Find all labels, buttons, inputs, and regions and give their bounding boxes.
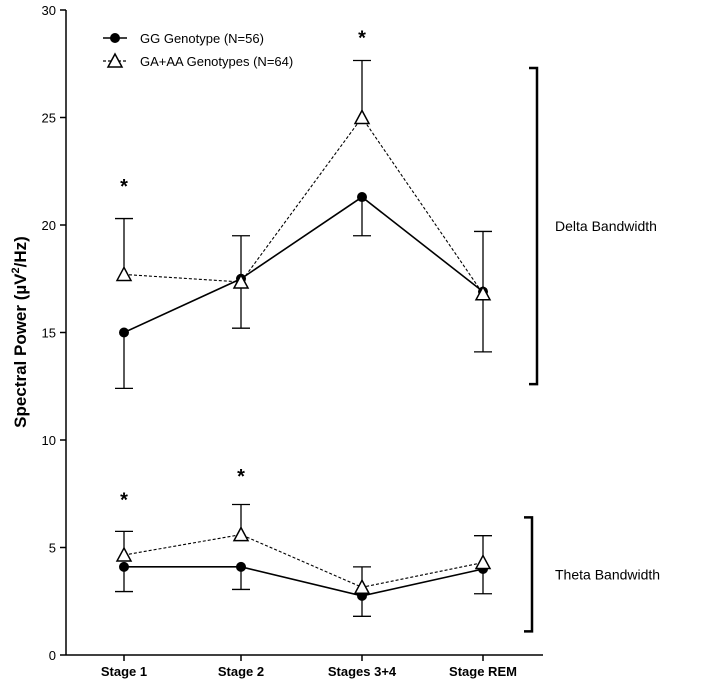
y-axis-label-suffix: /Hz) (11, 236, 30, 267)
series-gg (115, 192, 492, 617)
y-axis-label-sup: 2 (10, 267, 22, 273)
y-tick-label: 0 (49, 648, 56, 663)
y-axis-label: Spectral Power (µV2/Hz) (10, 236, 30, 428)
data-point (474, 285, 492, 301)
y-ticks: 0 5 10 15 20 25 30 (42, 3, 66, 663)
data-point (119, 327, 129, 338)
series-layer (115, 59, 492, 617)
y-axis-label-prefix: Spectral Power ( (11, 294, 30, 428)
bracket-label: Delta Bandwidth (555, 218, 657, 234)
x-ticks: Stage 1 Stage 2 Stages 3+4 Stage REM (101, 655, 517, 679)
series-group-theta (115, 503, 492, 595)
y-axis-label-unit: µV (11, 273, 30, 295)
bracket-line (524, 516, 534, 633)
legend-label-gg: GG Genotype (N=56) (140, 31, 264, 46)
data-point (236, 561, 246, 572)
significance-star: * (120, 176, 128, 198)
data-point (353, 108, 371, 125)
data-point (119, 561, 129, 572)
series-line (123, 534, 484, 588)
significance-star: * (120, 490, 128, 512)
y-tick-label: 20 (42, 218, 56, 233)
series-line (124, 566, 484, 597)
x-tick-label: Stage 2 (218, 664, 264, 679)
bandwidth-brackets: Delta Bandwidth Theta Bandwidth (524, 66, 660, 633)
legend: GG Genotype (N=56) GA+AA Genotypes (N=64… (103, 31, 293, 69)
bracket-label: Theta Bandwidth (555, 566, 660, 582)
data-point (115, 265, 133, 282)
series-group-delta (115, 59, 492, 301)
x-tick-label: Stages 3+4 (328, 664, 397, 679)
legend-item-ga-aa: GA+AA Genotypes (N=64) (103, 52, 293, 69)
significance-star: * (237, 466, 245, 488)
y-tick-label: 15 (42, 326, 56, 341)
data-point (115, 546, 133, 562)
x-tick-label: Stage REM (449, 664, 517, 679)
data-point (353, 578, 371, 595)
series-line (123, 196, 484, 334)
legend-item-gg: GG Genotype (N=56) (103, 31, 264, 46)
bracket-theta: Theta Bandwidth (524, 516, 660, 633)
y-tick-label: 30 (42, 3, 56, 18)
y-tick-label: 10 (42, 433, 56, 448)
series-ga-aa (115, 59, 492, 595)
legend-circle-marker (110, 33, 120, 43)
y-tick-label: 25 (42, 111, 56, 126)
data-point (474, 553, 492, 570)
data-point (232, 273, 250, 289)
y-tick-label: 5 (49, 541, 56, 556)
series-group-delta (115, 192, 492, 390)
x-tick-label: Stage 1 (101, 664, 147, 679)
legend-triangle-marker (106, 52, 124, 68)
bracket-delta: Delta Bandwidth (529, 66, 657, 386)
bracket-line (529, 66, 539, 386)
significance-star: * (358, 27, 366, 49)
legend-label-ga-aa: GA+AA Genotypes (N=64) (140, 54, 293, 69)
series-group-theta (115, 561, 492, 617)
data-point (357, 192, 367, 203)
series-line (123, 116, 484, 295)
significance-markers: * * * * (120, 27, 366, 511)
data-point (232, 526, 250, 542)
